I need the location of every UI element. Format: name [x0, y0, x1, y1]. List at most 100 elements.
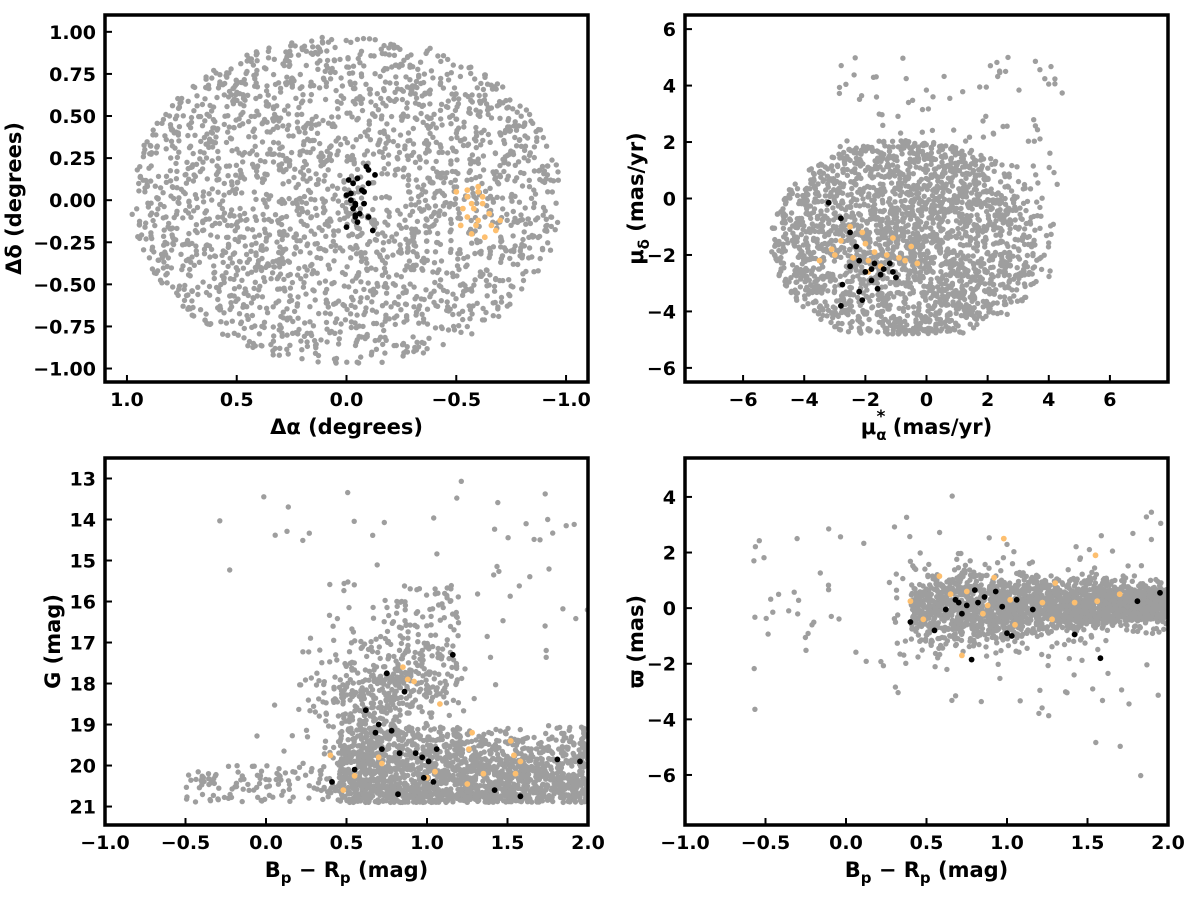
field-star-point: [983, 313, 989, 319]
field-star-point: [454, 104, 460, 110]
field-star-point: [417, 156, 423, 163]
field-star-point: [365, 127, 372, 133]
field-star-point: [290, 318, 296, 325]
field-star-point: [501, 168, 507, 175]
field-star-point: [183, 180, 190, 186]
field-star-point: [846, 146, 852, 153]
field-star-point: [163, 146, 169, 152]
field-star-point: [431, 299, 437, 306]
field-star-point: [341, 186, 348, 192]
field-star-point: [542, 208, 548, 214]
field-star-point: [971, 287, 977, 293]
field-star-point: [909, 97, 916, 104]
field-star-point: [464, 142, 471, 149]
field-star-point: [335, 210, 341, 216]
field-star-point: [231, 286, 238, 292]
field-star-point: [800, 242, 807, 248]
field-star-point: [397, 132, 404, 138]
field-star-point: [227, 213, 233, 219]
field-star-point: [379, 194, 385, 201]
field-star-point: [343, 37, 349, 44]
field-star-point: [854, 197, 860, 203]
field-star-point: [199, 101, 206, 108]
field-star-point: [925, 330, 931, 337]
field-star-point: [294, 112, 300, 118]
field-star-point: [280, 260, 286, 267]
field-star-point: [959, 283, 965, 289]
field-star-point: [554, 219, 561, 226]
field-star-point: [502, 129, 508, 136]
cluster-b-point: [464, 193, 471, 200]
cluster-a-point: [859, 297, 866, 303]
field-star-point: [405, 240, 411, 247]
field-star-point: [392, 172, 398, 178]
field-star-point: [473, 175, 479, 181]
field-star-point: [958, 249, 964, 256]
field-star-point: [281, 276, 287, 283]
field-star-point: [904, 312, 911, 319]
field-star-point: [926, 325, 933, 332]
field-star-point: [997, 232, 1004, 238]
field-star-point: [781, 234, 787, 240]
field-star-point: [453, 116, 460, 122]
field-star-point: [968, 190, 975, 196]
field-star-point: [543, 216, 549, 222]
field-star-point: [224, 222, 231, 229]
field-star-point: [421, 71, 428, 77]
y-tick-label: 0.00: [49, 190, 96, 212]
field-star-point: [298, 338, 304, 344]
cluster-a-point: [839, 281, 846, 288]
field-star-point: [202, 210, 208, 216]
field-star-point: [209, 186, 215, 192]
field-star-point: [1007, 226, 1013, 232]
field-star-point: [257, 157, 264, 164]
field-star-point: [383, 312, 389, 318]
field-star-point: [363, 256, 369, 262]
cluster-a-point: [372, 172, 378, 178]
field-star-point: [826, 220, 832, 226]
field-star-point: [907, 256, 914, 263]
field-star-point: [149, 244, 156, 250]
field-star-point: [352, 304, 358, 310]
field-star-point: [970, 253, 976, 259]
field-star-point: [352, 320, 358, 326]
cluster-a-point: [361, 200, 367, 207]
field-star-point: [230, 101, 237, 107]
field-star-point: [845, 156, 852, 162]
field-star-point: [451, 327, 458, 333]
field-star-point: [833, 237, 839, 244]
field-star-point: [176, 200, 182, 206]
field-star-point: [1037, 204, 1043, 211]
field-star-point: [966, 242, 973, 248]
field-star-point: [270, 304, 276, 310]
field-star-point: [867, 184, 873, 191]
field-star-point: [157, 185, 164, 191]
field-star-point: [376, 139, 382, 145]
field-star-point: [928, 172, 934, 179]
field-star-point: [537, 127, 544, 133]
field-star-point: [295, 52, 302, 58]
field-star-point: [325, 304, 331, 310]
field-star-point: [464, 177, 470, 183]
cluster-b-point: [468, 231, 475, 237]
field-star-point: [936, 185, 942, 191]
field-star-point: [907, 280, 914, 286]
field-star-point: [473, 144, 479, 151]
field-star-point: [227, 135, 234, 141]
field-star-point: [922, 318, 929, 325]
field-star-point: [520, 123, 527, 130]
field-star-point: [772, 236, 778, 243]
field-star-point: [1047, 268, 1053, 274]
cluster-a-point: [874, 285, 881, 292]
field-star-point: [475, 112, 481, 118]
field-star-point: [1030, 280, 1037, 287]
field-star-point: [330, 121, 336, 127]
field-star-point: [796, 269, 803, 276]
field-star-point: [506, 151, 513, 157]
field-star-point: [990, 310, 997, 316]
field-star-point: [322, 278, 329, 284]
field-star-point: [197, 149, 204, 155]
cluster-b-point: [475, 188, 482, 195]
field-star-point: [475, 156, 481, 162]
field-star-point: [380, 240, 387, 246]
